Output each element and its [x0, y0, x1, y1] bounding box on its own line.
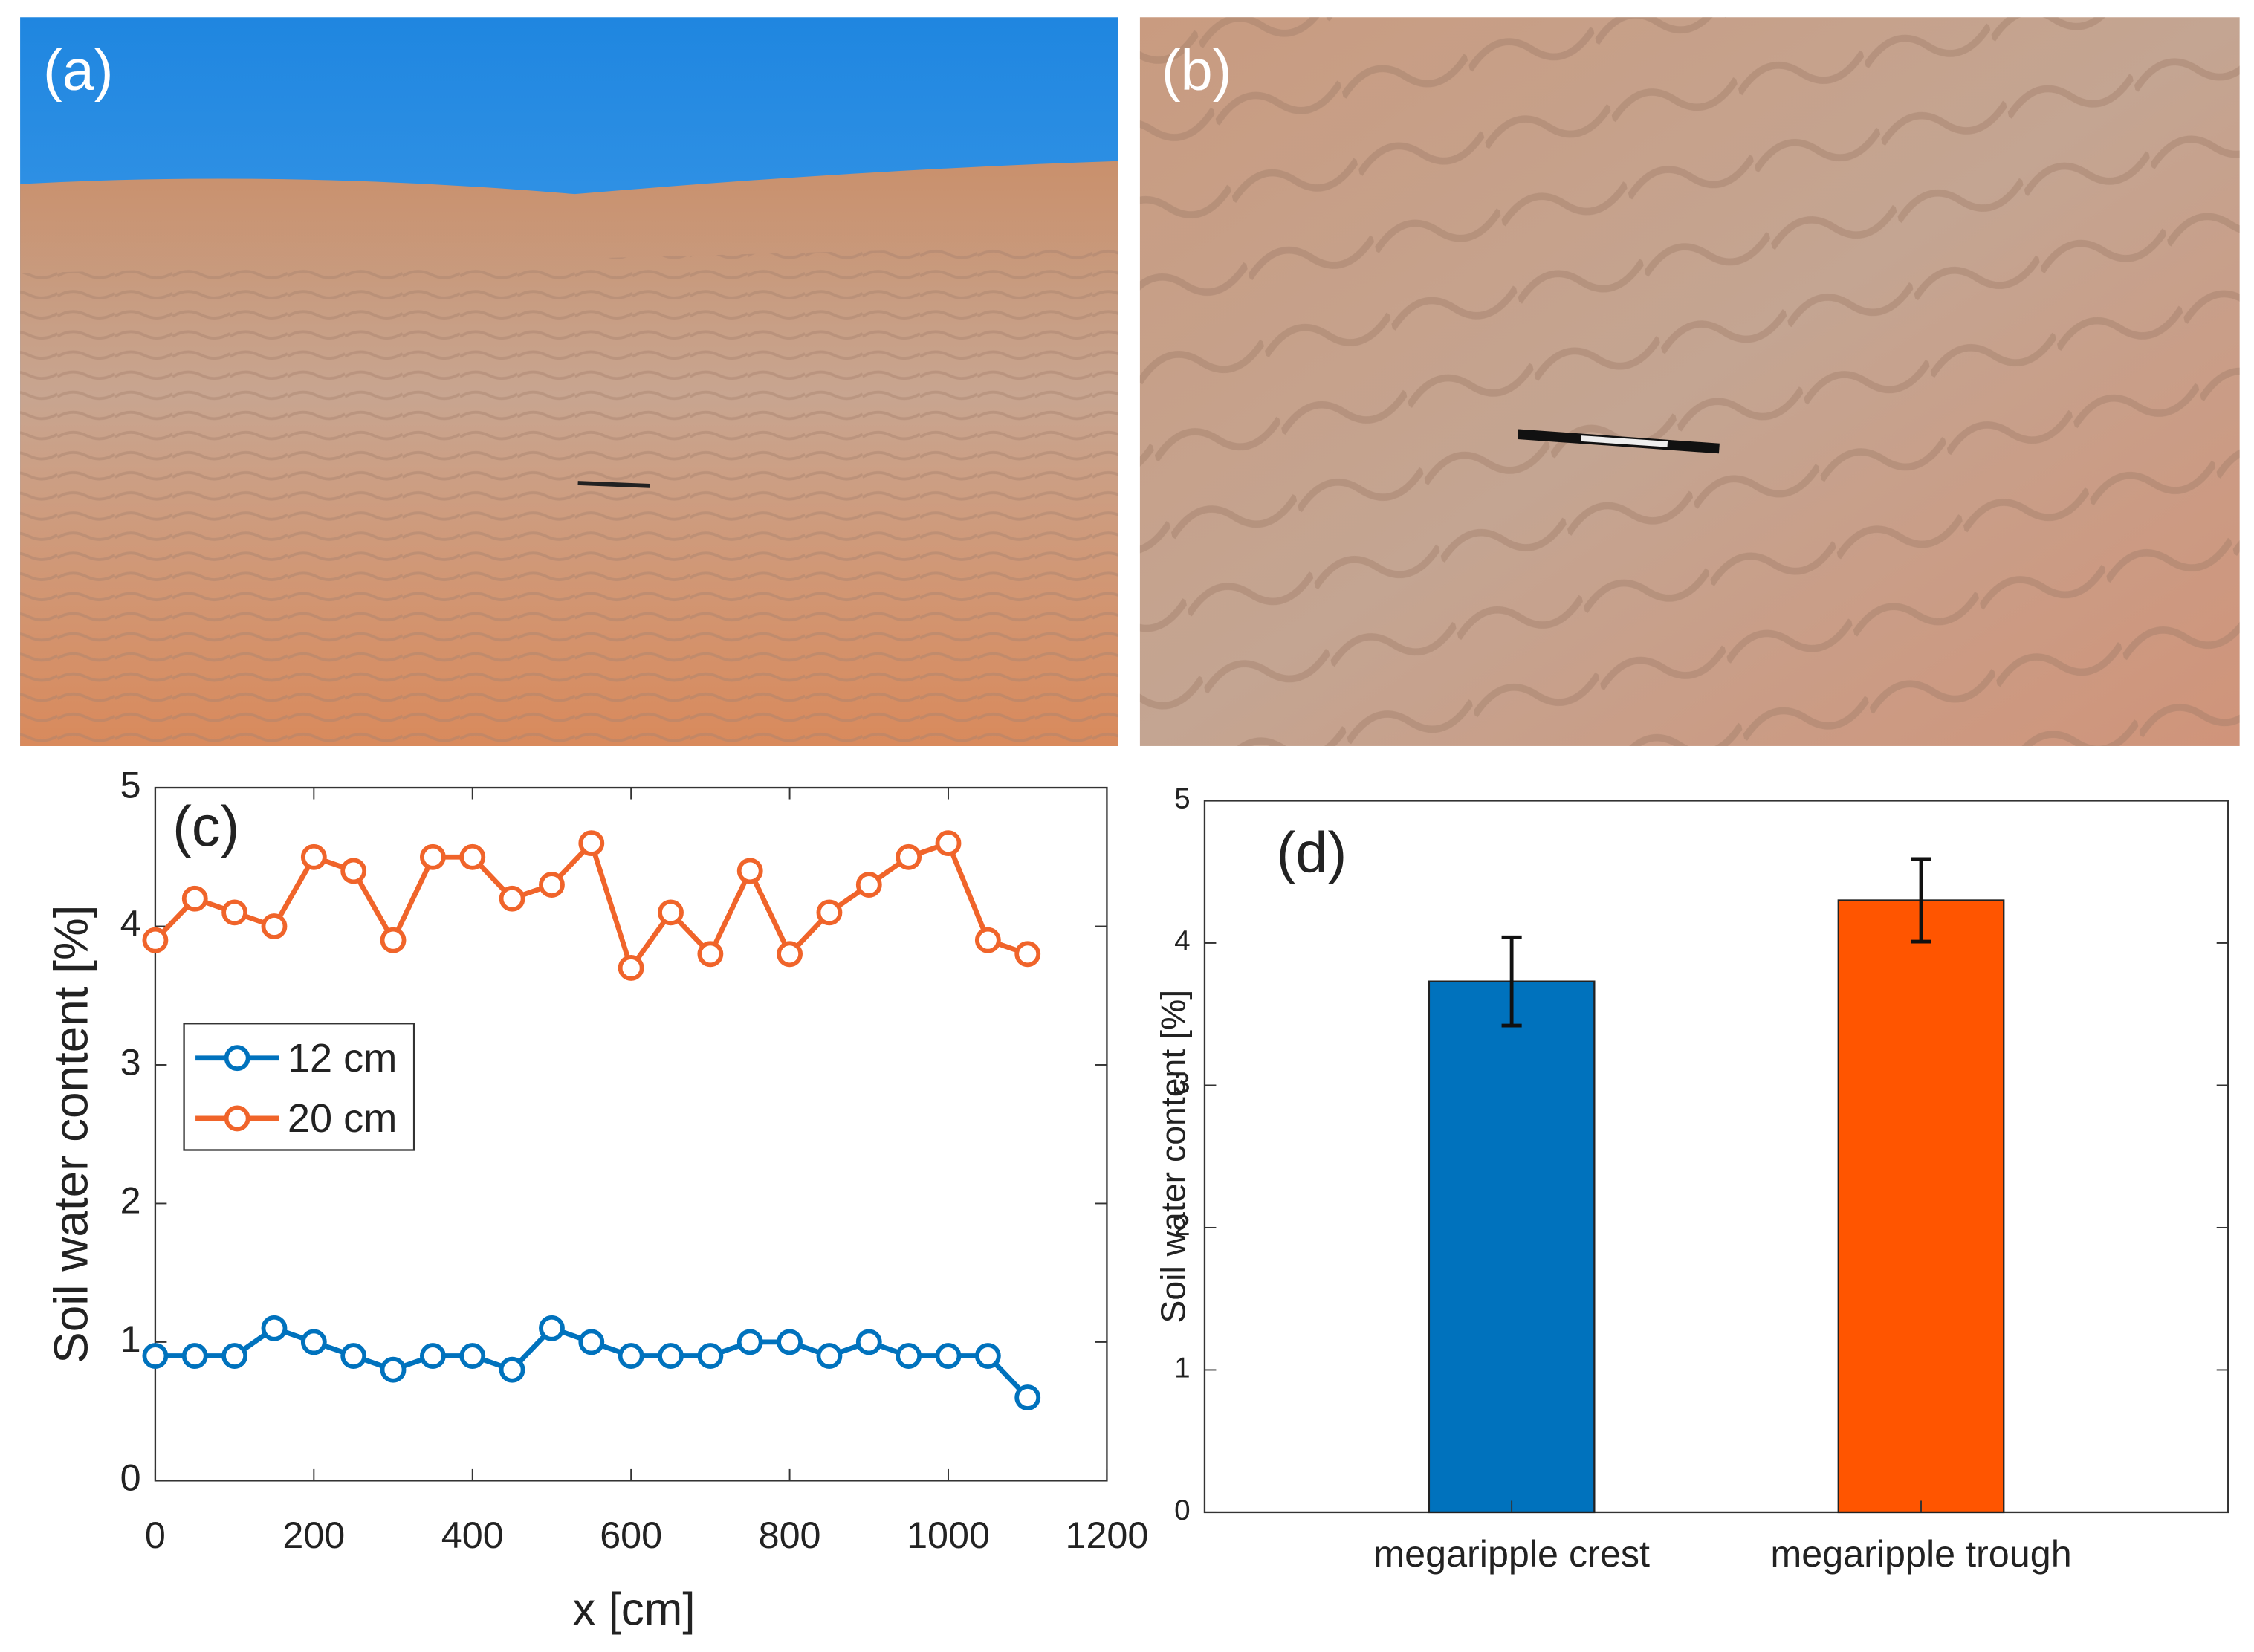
- point: [181, 885, 208, 912]
- y-tick-label: 5: [120, 763, 141, 806]
- legend-swatch: [224, 1045, 250, 1072]
- y-tick-label: 3: [120, 1040, 141, 1083]
- y-tick-label: 2: [1174, 1210, 1191, 1242]
- x-tick-label: 600: [600, 1514, 662, 1556]
- point: [935, 1343, 962, 1369]
- x-tick-label: megaripple crest: [1373, 1532, 1650, 1575]
- y-tick-label: 5: [1174, 783, 1191, 815]
- point: [697, 941, 724, 968]
- y-tick-label: 4: [1174, 925, 1191, 957]
- point: [935, 830, 962, 857]
- photo-label: (a): [43, 39, 114, 103]
- y-axis-label: Soil water content [%]: [44, 905, 97, 1364]
- x-tick-label: 1000: [907, 1514, 990, 1556]
- point: [499, 1356, 525, 1383]
- legend-label: 20 cm: [288, 1096, 397, 1141]
- point: [777, 941, 803, 968]
- point: [419, 843, 446, 870]
- point: [816, 1343, 843, 1369]
- point: [221, 1343, 248, 1369]
- legend-box: [183, 1023, 415, 1151]
- x-axis-label: x [cm]: [573, 1584, 696, 1636]
- point: [261, 1315, 288, 1341]
- y-tick-label: 4: [120, 902, 141, 945]
- point: [578, 1329, 605, 1355]
- point: [1014, 1384, 1041, 1410]
- point: [1014, 941, 1041, 968]
- y-tick-label: 0: [120, 1457, 141, 1499]
- point: [697, 1343, 724, 1369]
- point: [539, 1315, 565, 1341]
- point: [896, 843, 922, 870]
- error-bar: [1911, 857, 1931, 944]
- y-tick-label: 0: [1174, 1494, 1191, 1526]
- point: [816, 899, 843, 926]
- point: [578, 830, 605, 857]
- point: [658, 1343, 684, 1369]
- y-tick-label: 1: [1174, 1353, 1191, 1384]
- panel-label: (d): [1277, 820, 1347, 884]
- x-tick-label: 200: [282, 1514, 345, 1556]
- panel-label: (c): [172, 795, 239, 859]
- point: [340, 858, 367, 884]
- bar: [1428, 980, 1596, 1514]
- point: [974, 927, 1001, 953]
- point: [618, 955, 644, 981]
- plot-area: [1203, 800, 2229, 1514]
- x-tick-label: 400: [441, 1514, 504, 1556]
- point: [300, 1329, 327, 1355]
- legend-label: 12 cm: [288, 1036, 397, 1081]
- point: [855, 1329, 882, 1355]
- y-tick-label: 2: [120, 1179, 141, 1222]
- point: [380, 927, 407, 953]
- point: [459, 1343, 486, 1369]
- x-tick-label: 1200: [1065, 1514, 1148, 1556]
- photo-a: [20, 17, 1118, 746]
- point: [736, 858, 763, 884]
- point: [459, 843, 486, 870]
- point: [181, 1343, 208, 1369]
- y-tick-label: 3: [1174, 1068, 1191, 1100]
- point: [658, 899, 684, 926]
- x-tick-label: 800: [759, 1514, 821, 1556]
- point: [777, 1329, 803, 1355]
- x-tick-label: megaripple trough: [1770, 1532, 2071, 1575]
- point: [896, 1343, 922, 1369]
- point: [974, 1343, 1001, 1369]
- point: [142, 1343, 169, 1369]
- point: [380, 1356, 407, 1383]
- legend-swatch: [224, 1105, 250, 1132]
- bar: [1837, 899, 2005, 1514]
- photo-label: (b): [1162, 39, 1232, 103]
- point: [736, 1329, 763, 1355]
- point: [499, 885, 525, 912]
- point: [261, 913, 288, 939]
- point: [340, 1343, 367, 1369]
- point: [221, 899, 248, 926]
- point: [300, 843, 327, 870]
- y-tick-label: 1: [120, 1318, 141, 1360]
- point: [855, 872, 882, 898]
- point: [419, 1343, 446, 1369]
- point: [539, 872, 565, 898]
- photo-b: [1139, 17, 2240, 746]
- y-axis-label: Soil water content [%]: [1154, 990, 1193, 1324]
- point: [618, 1343, 644, 1369]
- point: [142, 927, 169, 953]
- error-bar: [1501, 935, 1522, 1028]
- x-tick-label: 0: [145, 1514, 166, 1556]
